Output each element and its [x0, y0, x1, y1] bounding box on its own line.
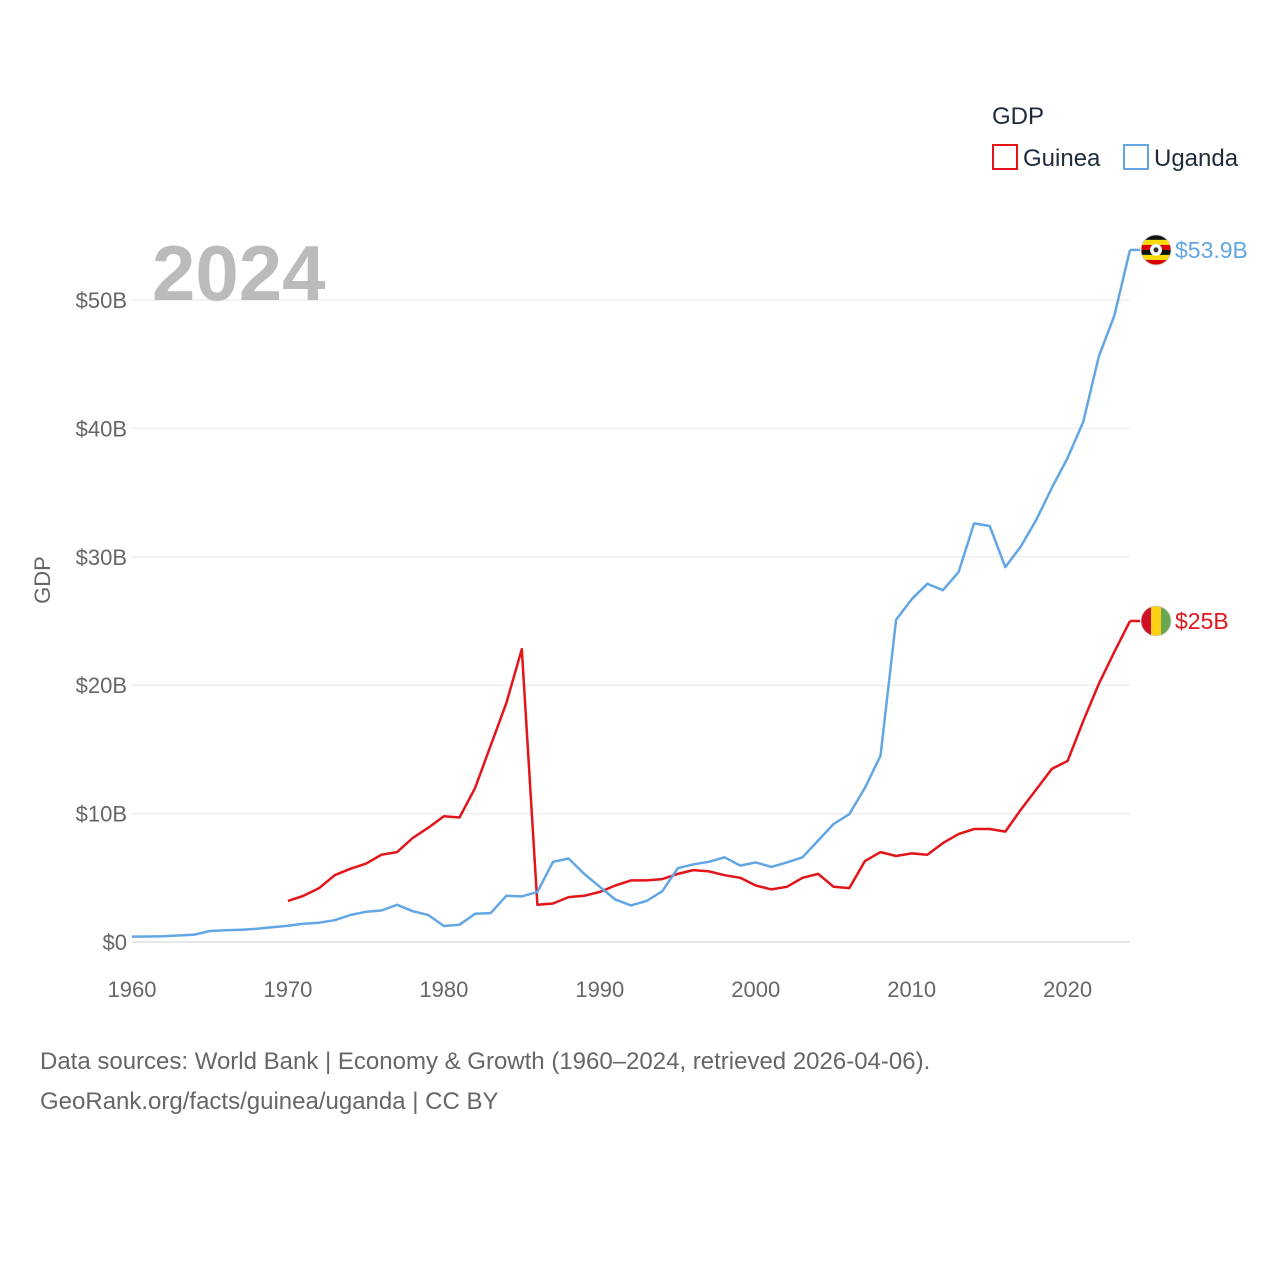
y-tick-label: $0 [103, 930, 127, 955]
y-axis-label: GDP [30, 556, 55, 604]
x-tick-label: 1960 [108, 977, 157, 1002]
end-value-label-guinea: $25B [1175, 608, 1229, 634]
gdp-line-chart: $0 $10B $20B $30B $40B $50B 1960 1970 1980 1990 2… [30, 103, 1248, 1002]
series-lines [131, 249, 1132, 938]
year-watermark: 2024 [152, 229, 326, 317]
y-tick-label: $50B [76, 288, 127, 313]
x-tick-label: 2020 [1043, 977, 1092, 1002]
end-value-label-uganda: $53.9B [1175, 237, 1248, 263]
y-tick-label: $40B [76, 416, 127, 441]
x-tick-label: 2000 [731, 977, 780, 1002]
series-line-guinea [287, 620, 1132, 907]
series-end-labels: $25B $53.9B [1130, 234, 1248, 637]
x-tick-label: 1970 [263, 977, 312, 1002]
legend-swatch-uganda [1123, 144, 1149, 170]
grid-lines [132, 299, 1130, 943]
guinea-flag-icon [1140, 605, 1172, 637]
x-tick-label: 1980 [419, 977, 468, 1002]
y-tick-label: $10B [76, 802, 127, 827]
uganda-flag-icon [1140, 234, 1172, 266]
legend-item-guinea[interactable]: Guinea [992, 144, 1101, 172]
legend-item-uganda[interactable]: Uganda [1123, 144, 1239, 172]
y-tick-label: $20B [76, 673, 127, 698]
legend-label-guinea: Guinea [1023, 145, 1101, 172]
legend-swatch-guinea [992, 144, 1018, 170]
legend-label-uganda: Uganda [1154, 145, 1239, 172]
x-tick-label: 2010 [887, 977, 936, 1002]
legend: GDP Guinea Uganda [992, 103, 1239, 172]
legend-title: GDP [992, 103, 1044, 130]
y-axis-ticks: $0 $10B $20B $30B $40B $50B [76, 288, 127, 955]
series-line-uganda [131, 249, 1132, 938]
x-axis-ticks: 1960 1970 1980 1990 2000 2010 2020 [108, 977, 1093, 1002]
y-tick-label: $30B [76, 545, 127, 570]
source-line: Data sources: World Bank | Economy & Gro… [40, 1048, 931, 1075]
x-tick-label: 1990 [575, 977, 624, 1002]
attribution-link[interactable]: GeoRank.org/facts/guinea/uganda | CC BY [40, 1088, 499, 1115]
data-source-footer: Data sources: World Bank | Economy & Gro… [40, 1042, 930, 1122]
